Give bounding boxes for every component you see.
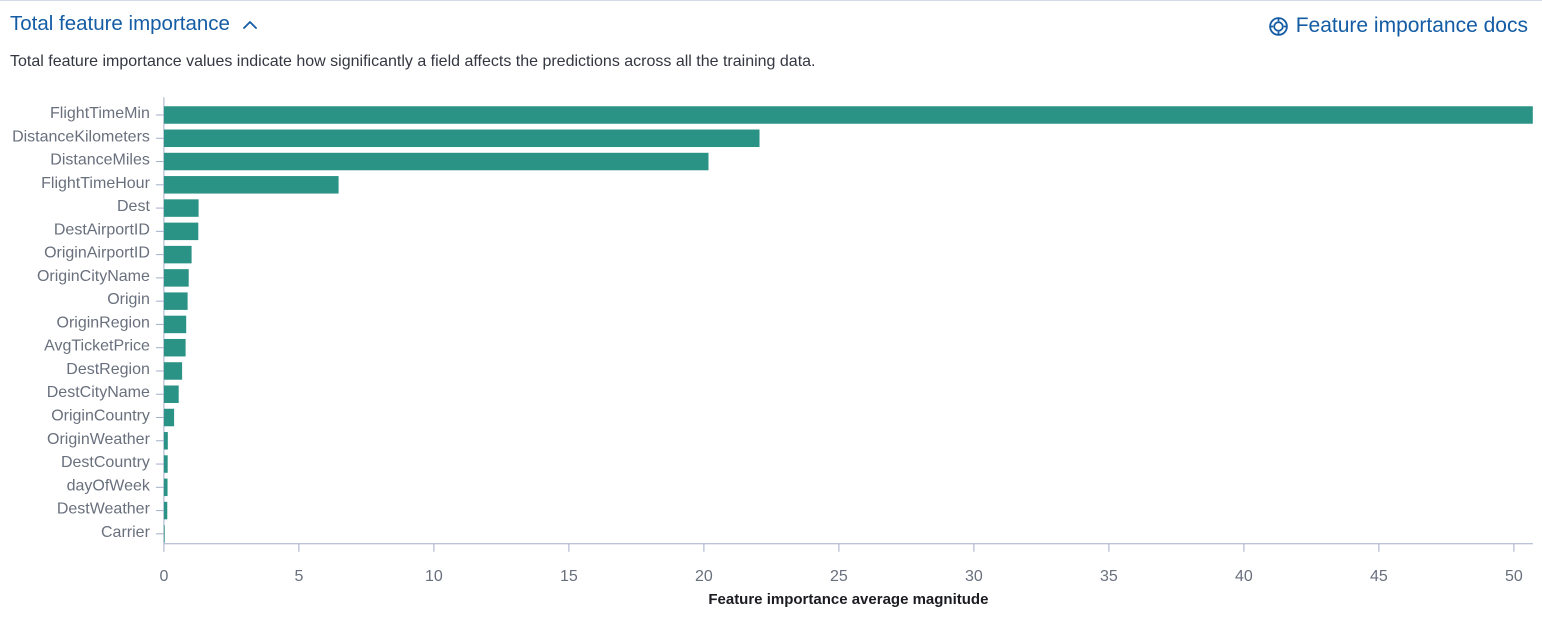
svg-text:15: 15 [560,568,578,585]
svg-text:OriginAirportID: OriginAirportID [44,245,150,262]
svg-text:DestWeather: DestWeather [57,501,151,518]
svg-text:30: 30 [965,568,983,585]
svg-text:Carrier: Carrier [101,524,151,541]
svg-text:35: 35 [1100,568,1118,585]
svg-text:AvgTicketPrice: AvgTicketPrice [44,338,150,355]
svg-text:FlightTimeHour: FlightTimeHour [41,175,150,192]
svg-text:OriginCityName: OriginCityName [37,268,150,285]
svg-text:DestCountry: DestCountry [61,454,150,471]
svg-text:20: 20 [695,568,713,585]
svg-text:OriginRegion: OriginRegion [57,314,150,331]
svg-text:OriginCountry: OriginCountry [51,408,150,425]
svg-text:OriginWeather: OriginWeather [47,431,151,448]
svg-text:50: 50 [1505,568,1523,585]
svg-text:DestAirportID: DestAirportID [54,221,150,238]
svg-text:DestCityName: DestCityName [47,384,150,401]
svg-text:5: 5 [294,568,303,585]
svg-text:Origin: Origin [107,291,150,308]
svg-text:45: 45 [1370,568,1388,585]
svg-text:Dest: Dest [117,198,150,215]
svg-text:40: 40 [1235,568,1253,585]
svg-text:DistanceKilometers: DistanceKilometers [12,128,150,145]
svg-text:FlightTimeMin: FlightTimeMin [50,105,150,122]
svg-text:25: 25 [830,568,848,585]
svg-text:Feature importance average mag: Feature importance average magnitude [708,591,988,608]
svg-text:10: 10 [425,568,443,585]
svg-text:0: 0 [159,568,168,585]
svg-text:DistanceMiles: DistanceMiles [50,152,150,169]
svg-text:DestRegion: DestRegion [66,361,150,378]
svg-text:dayOfWeek: dayOfWeek [67,477,151,494]
